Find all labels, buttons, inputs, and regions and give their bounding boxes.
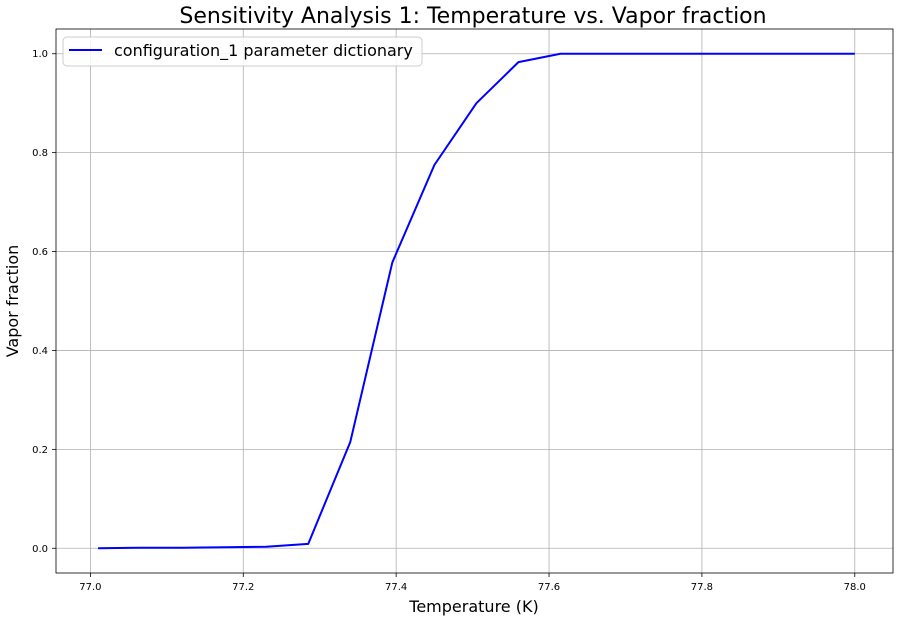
- y-tick-label: 1.0: [32, 49, 48, 60]
- x-tick-label: 77.2: [232, 582, 254, 593]
- y-tick-label: 0.4: [32, 346, 48, 357]
- legend-box: [62, 36, 423, 67]
- y-tick-label: 0.2: [32, 445, 48, 456]
- y-tick-label: 0.6: [32, 247, 48, 258]
- x-tick-label: 77.0: [79, 582, 101, 593]
- x-tick-label: 77.8: [691, 582, 713, 593]
- legend: configuration_1 parameter dictionary: [62, 36, 423, 67]
- y-tick-label: 0.8: [32, 148, 48, 159]
- x-axis-label: Temperature (K): [408, 597, 538, 616]
- x-tick-label: 77.6: [538, 582, 560, 593]
- series-line: [98, 52, 855, 550]
- axis-ticks: 77.0 77.2 77.4 77.6 77.8 78.0 0.0 0.2 0.4 0.6 0.8 1…: [32, 49, 866, 593]
- grid-lines: [56, 29, 893, 573]
- y-tick-label: 0.0: [32, 544, 48, 555]
- legend-label: configuration_1 parameter dictionary: [114, 41, 413, 61]
- x-tick-label: 78.0: [844, 582, 866, 593]
- plot-frame: [55, 28, 894, 574]
- x-tick-label: 77.4: [385, 582, 407, 593]
- y-axis-label: Vapor fraction: [3, 245, 22, 358]
- chart-title: Sensitivity Analysis 1: Temperature vs. …: [179, 4, 766, 29]
- series-layer: [98, 52, 855, 550]
